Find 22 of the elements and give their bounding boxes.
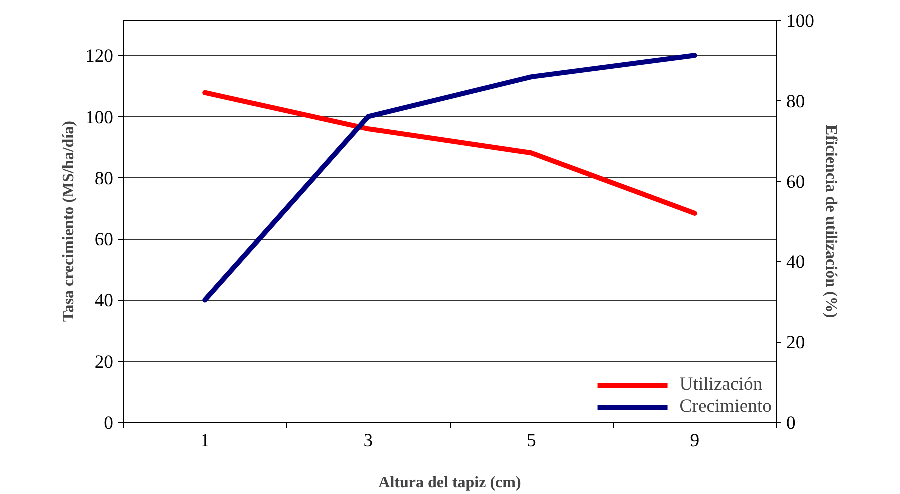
x-tick-label: 9 bbox=[690, 430, 700, 452]
y-axis-title: Tasa crecimiento (MS/ha/día) bbox=[60, 121, 78, 322]
x-tick-label: 3 bbox=[364, 430, 374, 452]
legend-label: Crecimiento bbox=[680, 396, 772, 418]
x-tick-label: 1 bbox=[200, 430, 210, 452]
y-tick-label: 40 bbox=[94, 290, 114, 312]
y-tick-label: 0 bbox=[104, 413, 114, 434]
legend-label: Utilización bbox=[680, 374, 763, 396]
y2-axis-title: Eficiencia de utilización (%) bbox=[822, 124, 840, 318]
y-tick-label: 80 bbox=[94, 168, 114, 190]
y2-tick-label: 80 bbox=[786, 91, 806, 112]
y2-tick-label: 60 bbox=[786, 172, 806, 193]
y-tick-label: 20 bbox=[94, 352, 114, 373]
y-tick-label: 120 bbox=[86, 46, 114, 68]
x-axis-title: Altura del tapiz (cm) bbox=[378, 474, 522, 492]
y2-tick-label: 100 bbox=[786, 11, 814, 32]
y2-tick-label: 0 bbox=[786, 413, 796, 434]
y2-tick-label: 20 bbox=[786, 332, 806, 354]
x-tick-label: 5 bbox=[526, 430, 536, 452]
y-tick-label: 60 bbox=[94, 230, 114, 251]
y-tick-label: 100 bbox=[86, 107, 114, 128]
y2-tick-label: 40 bbox=[786, 252, 806, 274]
